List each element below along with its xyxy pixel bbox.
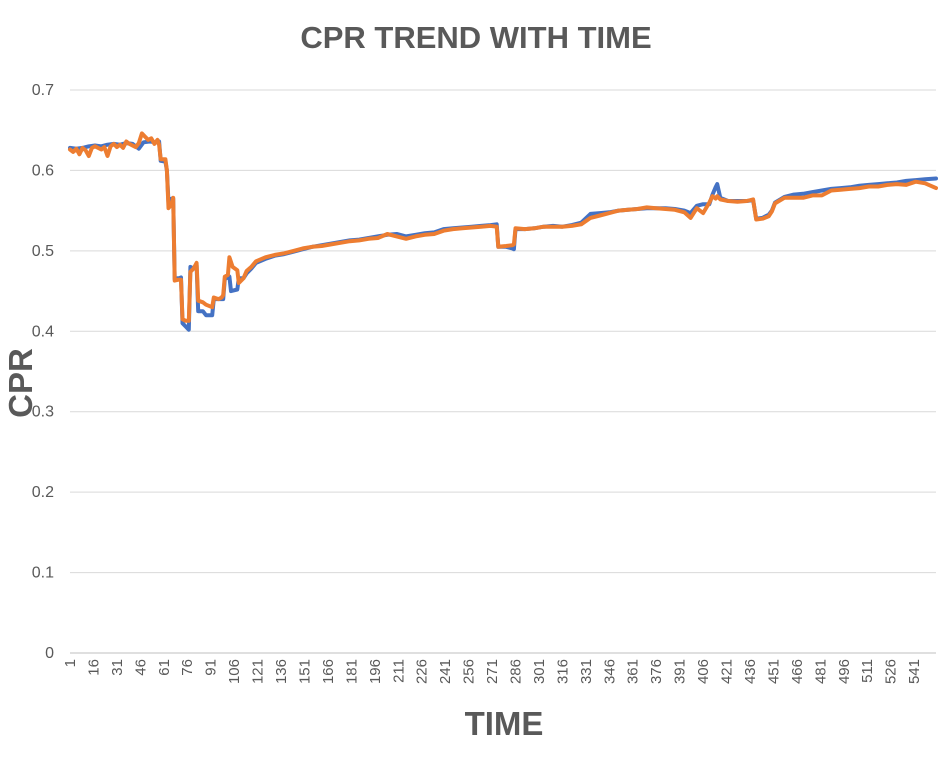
x-tick-label: 136	[273, 659, 290, 684]
y-tick-label: 0	[45, 645, 54, 662]
chart-title: CPR TREND WITH TIME	[300, 20, 651, 55]
x-tick-label: 301	[531, 659, 548, 684]
x-tick-label: 256	[461, 659, 478, 684]
x-tick-label: 436	[742, 659, 759, 684]
x-tick-label: 406	[695, 659, 712, 684]
x-tick-label: 196	[367, 659, 384, 684]
x-tick-label: 421	[719, 659, 736, 684]
x-axis-ticks: 1 16 31 46 61 76 91 106 121 136 151 166 181 196 211 226…	[62, 659, 923, 684]
x-tick-label: 31	[109, 659, 126, 676]
x-tick-label: 241	[437, 659, 454, 684]
x-tick-label: 376	[648, 659, 665, 684]
x-tick-label: 151	[296, 659, 313, 684]
x-tick-label: 331	[578, 659, 595, 684]
x-tick-label: 166	[320, 659, 337, 684]
x-tick-label: 1	[62, 659, 79, 667]
x-tick-label: 226	[414, 659, 431, 684]
y-tick-label: 0.4	[32, 323, 54, 340]
x-tick-label: 346	[601, 659, 618, 684]
y-tick-label: 0.1	[32, 565, 54, 582]
x-tick-label: 271	[484, 659, 501, 684]
y-tick-label: 0.6	[32, 162, 54, 179]
x-tick-label: 481	[812, 659, 829, 684]
x-tick-label: 211	[390, 659, 407, 683]
x-tick-label: 541	[906, 659, 923, 684]
series-line-2	[68, 131, 938, 323]
y-axis-ticks: 0 0.1 0.2 0.3 0.4 0.5 0.6 0.7	[32, 82, 54, 662]
x-tick-label: 46	[132, 659, 149, 676]
x-tick-label: 181	[343, 659, 360, 684]
x-tick-label: 526	[883, 659, 900, 684]
x-tick-label: 361	[625, 659, 642, 684]
x-tick-label: 61	[156, 659, 173, 676]
x-tick-label: 496	[836, 659, 853, 684]
x-axis-title: TIME	[465, 705, 544, 742]
x-tick-label: 466	[789, 659, 806, 684]
x-tick-label: 286	[508, 659, 525, 684]
x-tick-label: 16	[85, 659, 102, 676]
x-tick-label: 451	[765, 659, 782, 684]
x-tick-label: 121	[250, 659, 267, 684]
x-tick-label: 91	[203, 659, 220, 676]
y-tick-label: 0.2	[32, 484, 54, 501]
y-tick-label: 0.7	[32, 82, 54, 99]
y-tick-label: 0.3	[32, 404, 54, 421]
x-tick-label: 316	[554, 659, 571, 684]
x-tick-label: 391	[672, 659, 689, 684]
x-tick-label: 76	[179, 659, 196, 676]
series-lines	[68, 131, 938, 332]
y-tick-label: 0.5	[32, 243, 54, 260]
x-tick-label: 511	[859, 659, 876, 683]
y-axis-title: CPR	[2, 348, 39, 418]
gridlines	[70, 89, 936, 654]
x-tick-label: 106	[226, 659, 243, 684]
